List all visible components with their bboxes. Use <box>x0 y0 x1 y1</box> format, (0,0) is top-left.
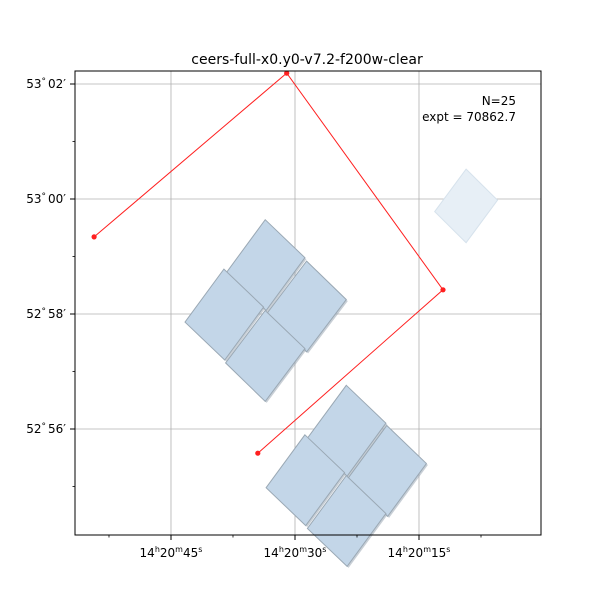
annotation: N=25 expt = 70862.7 <box>422 94 516 124</box>
footprint-6 <box>347 424 428 518</box>
x-tick-label: 14h20m30s <box>264 545 327 560</box>
x-tick-label: 14h20m45s <box>140 545 203 560</box>
footprint-3 <box>184 268 265 361</box>
footprint-layer <box>184 168 499 568</box>
annotation-exposure: expt = 70862.7 <box>422 110 516 124</box>
footprint-1 <box>225 218 306 312</box>
footprint-8 <box>306 474 387 568</box>
pointing-track <box>91 70 446 456</box>
y-tick-label: 52° 56′ <box>26 422 66 436</box>
footprint-4 <box>224 309 306 403</box>
y-tick-label: 52° 58′ <box>26 307 66 321</box>
axes-frame <box>74 70 542 536</box>
footprint-2 <box>266 260 347 353</box>
y-tick-label: 53° 02′ <box>26 77 66 91</box>
track-point <box>91 234 97 240</box>
chart-title: ceers-full-x0.y0-v7.2-f200w-clear <box>191 52 423 68</box>
axis-ticks: 14h20m45s 14h20m30s 14h20m15s 53° 02′ 53° 00′ 5… <box>26 77 482 560</box>
track-point <box>255 450 261 456</box>
track-line <box>93 72 444 454</box>
x-tick-label: 14h20m15s <box>388 545 451 560</box>
track-point <box>284 70 290 76</box>
footprint-faint <box>434 168 499 244</box>
y-tick-label: 53° 00′ <box>26 192 66 206</box>
annotation-count: N=25 <box>482 94 516 108</box>
footprint-7 <box>265 434 346 527</box>
track-point <box>440 287 446 293</box>
